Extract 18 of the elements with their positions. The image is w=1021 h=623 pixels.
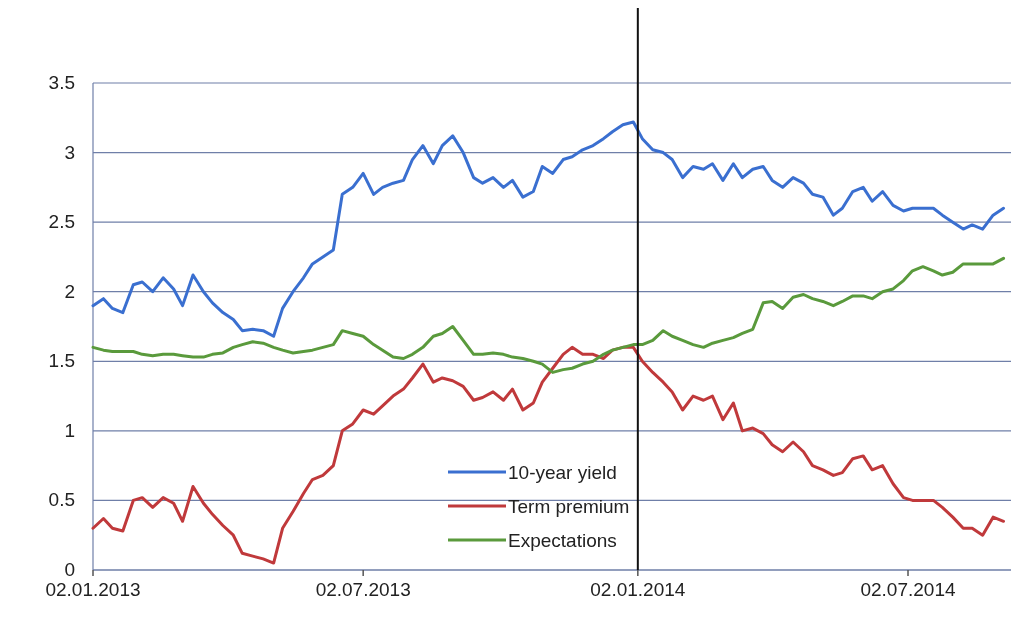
- y-tick-label: 1.5: [48, 350, 75, 372]
- x-tick-label: 02.07.2014: [860, 579, 956, 600]
- y-tick-label: 0: [64, 559, 75, 580]
- x-tick-label: 02.01.2014: [590, 579, 686, 600]
- y-tick-label: 2.5: [48, 211, 75, 233]
- y-tick-label: 2: [64, 280, 75, 302]
- legend-label: 10-year yield: [508, 462, 617, 483]
- y-tick-label: 3: [64, 141, 75, 163]
- y-tick-label: 3.5: [48, 72, 75, 93]
- line-series: [91, 345, 1006, 565]
- x-tick-label: 02.07.2013: [315, 579, 411, 600]
- line-series: [91, 256, 1006, 374]
- legend-label: Term premium: [508, 496, 630, 517]
- legend-label: Expectations: [508, 530, 617, 551]
- y-tick-label: 1: [64, 419, 75, 441]
- y-tick-label: 0.5: [48, 489, 75, 511]
- line-series: [91, 120, 1006, 338]
- x-tick-label: 02.01.2013: [45, 579, 141, 600]
